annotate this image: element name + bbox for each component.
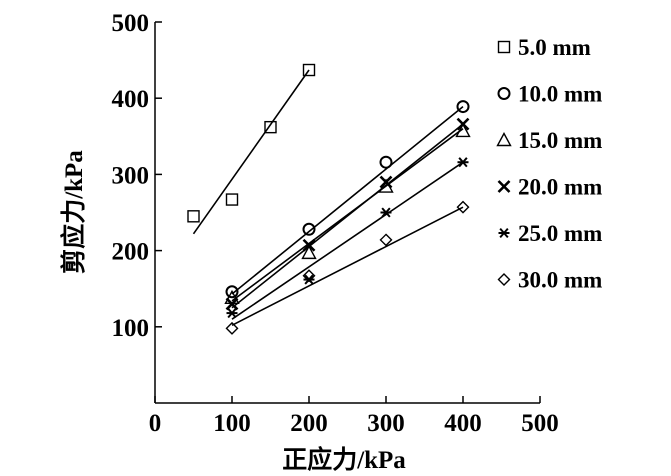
y-tick-label: 100 bbox=[112, 315, 150, 342]
data-point-asterisk bbox=[457, 157, 469, 168]
data-point-asterisk bbox=[380, 207, 392, 218]
data-point-circle bbox=[225, 285, 239, 299]
legend-item: 10.0 mm bbox=[497, 82, 602, 107]
y-tick-label: 500 bbox=[112, 10, 150, 37]
data-point-square bbox=[225, 193, 239, 206]
legend-label: 5.0 mm bbox=[518, 35, 591, 60]
legend-marker-x bbox=[497, 180, 511, 193]
legend-item: 25.0 mm bbox=[498, 221, 602, 246]
data-point-x bbox=[302, 238, 316, 252]
x-axis-title: 正应力/kPa bbox=[282, 445, 406, 474]
x-tick-label: 100 bbox=[213, 410, 251, 437]
data-point-asterisk bbox=[303, 274, 315, 285]
data-point-circle bbox=[456, 100, 470, 114]
data-markers bbox=[187, 63, 471, 335]
data-point-asterisk bbox=[226, 308, 238, 319]
y-axis-title: 剪应力/kPa bbox=[59, 150, 88, 274]
legend-label: 15.0 mm bbox=[518, 128, 602, 153]
x-tick-label: 400 bbox=[444, 410, 482, 437]
data-point-x bbox=[456, 117, 470, 131]
fit-lines bbox=[192, 69, 464, 326]
legend-label: 20.0 mm bbox=[518, 175, 602, 200]
data-point-square bbox=[264, 120, 277, 134]
legend-label: 25.0 mm bbox=[518, 221, 602, 246]
fit-line-asterisk bbox=[231, 161, 464, 320]
x-tick-label: 300 bbox=[367, 410, 405, 437]
legend-item: 5.0 mm bbox=[497, 35, 591, 60]
fit-line-square bbox=[192, 69, 310, 235]
legend-label: 10.0 mm bbox=[518, 82, 602, 107]
data-point-square bbox=[302, 63, 316, 77]
data-point-x bbox=[379, 175, 393, 189]
x-tick-label: 0 bbox=[149, 410, 162, 437]
y-tick-label: 200 bbox=[112, 239, 150, 266]
legend: 5.0 mm 10.0 mm 15.0 mm 20.0 mm 25.0 mm 30.0 m… bbox=[496, 35, 602, 293]
y-tick-label: 300 bbox=[112, 162, 150, 189]
legend-item: 15.0 mm bbox=[496, 128, 602, 153]
data-point-diamond bbox=[225, 321, 239, 335]
fit-line-diamond bbox=[231, 206, 464, 326]
data-point-triangle bbox=[455, 122, 471, 138]
x-tick-label: 500 bbox=[521, 410, 559, 437]
data-point-square bbox=[187, 210, 200, 223]
data-point-x bbox=[225, 297, 239, 311]
legend-marker-circle bbox=[497, 87, 511, 100]
legend-item: 20.0 mm bbox=[497, 175, 602, 200]
legend-marker-diamond bbox=[497, 273, 511, 286]
legend-marker-triangle bbox=[496, 132, 512, 147]
legend-label: 30.0 mm bbox=[518, 268, 602, 293]
data-point-diamond bbox=[379, 233, 393, 247]
fit-line-triangle bbox=[231, 128, 464, 302]
data-point-diamond bbox=[302, 269, 316, 283]
x-tick-label: 200 bbox=[290, 410, 328, 437]
legend-marker-square bbox=[497, 40, 511, 54]
y-tick-label: 400 bbox=[112, 86, 150, 113]
legend-marker-asterisk bbox=[498, 227, 510, 239]
data-point-triangle bbox=[301, 244, 317, 260]
legend-item: 30.0 mm bbox=[497, 268, 602, 293]
fit-line-x bbox=[231, 123, 464, 309]
axes: 0 100 200 300 400 500 100 200 300 400 500 bbox=[112, 10, 559, 437]
fit-line-circle bbox=[231, 105, 464, 295]
data-point-diamond bbox=[456, 200, 470, 214]
data-point-circle bbox=[379, 155, 393, 169]
data-point-circle bbox=[302, 222, 316, 236]
